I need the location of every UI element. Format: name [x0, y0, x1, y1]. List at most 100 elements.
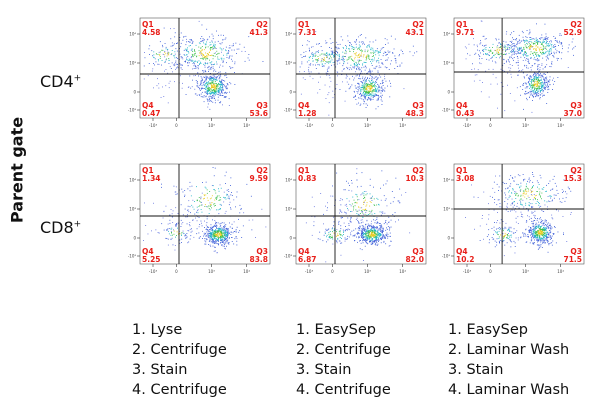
- event-point: [536, 233, 538, 235]
- event-point: [387, 226, 389, 227]
- event-point: [200, 209, 202, 210]
- event-point: [213, 231, 215, 233]
- event-point: [229, 82, 231, 83]
- event-point: [214, 90, 216, 92]
- event-point: [262, 61, 264, 62]
- event-point: [208, 96, 210, 98]
- event-point: [390, 219, 392, 221]
- event-point: [529, 62, 530, 64]
- event-point: [496, 52, 498, 54]
- event-point: [198, 232, 200, 234]
- event-point: [537, 226, 539, 227]
- event-point: [366, 219, 368, 221]
- event-point: [377, 83, 378, 85]
- event-point: [547, 45, 549, 47]
- event-point: [550, 242, 552, 244]
- event-point: [369, 87, 371, 89]
- event-point: [549, 224, 551, 226]
- event-point: [552, 55, 554, 57]
- event-point: [213, 224, 215, 226]
- event-point: [202, 87, 204, 89]
- event-point: [573, 54, 574, 56]
- event-point: [375, 50, 376, 52]
- event-point: [365, 103, 367, 105]
- event-point: [351, 59, 353, 60]
- event-point: [509, 41, 511, 42]
- event-point: [314, 53, 316, 55]
- event-point: [305, 222, 307, 224]
- event-point: [187, 209, 189, 211]
- event-point: [369, 46, 370, 48]
- event-point: [477, 46, 478, 48]
- event-point: [192, 55, 194, 57]
- event-point: [362, 63, 364, 65]
- event-point: [202, 53, 203, 55]
- event-point: [543, 41, 545, 42]
- event-point: [221, 231, 222, 232]
- event-point: [241, 237, 243, 238]
- y-tick-label: 0: [133, 235, 136, 240]
- event-point: [209, 79, 211, 81]
- event-point: [542, 224, 544, 226]
- event-point: [541, 82, 543, 84]
- event-point: [189, 181, 191, 183]
- event-point: [339, 240, 341, 242]
- event-point: [369, 74, 371, 76]
- event-point: [369, 233, 371, 234]
- event-point: [355, 46, 357, 48]
- event-point: [538, 229, 540, 231]
- event-point: [212, 240, 214, 241]
- event-point: [248, 36, 250, 38]
- event-point: [364, 87, 366, 89]
- event-point: [303, 71, 305, 72]
- event-point: [376, 222, 378, 224]
- event-point: [479, 62, 481, 64]
- event-point: [516, 38, 517, 39]
- event-point: [484, 38, 486, 40]
- event-point: [545, 234, 547, 236]
- event-point: [342, 58, 344, 60]
- event-point: [195, 80, 197, 81]
- event-point: [220, 236, 222, 238]
- event-point: [344, 240, 346, 242]
- event-point: [415, 31, 416, 32]
- event-point: [532, 221, 534, 223]
- event-point: [482, 50, 484, 52]
- event-point: [537, 72, 539, 74]
- event-point: [496, 39, 497, 41]
- event-point: [228, 195, 230, 197]
- event-point: [526, 55, 528, 57]
- event-point: [208, 83, 210, 85]
- event-point: [189, 228, 191, 230]
- event-point: [366, 99, 368, 101]
- event-point: [223, 58, 225, 60]
- event-point: [339, 57, 340, 59]
- event-point: [543, 77, 545, 79]
- event-point: [334, 94, 335, 95]
- event-point: [378, 96, 380, 98]
- event-point: [366, 239, 368, 241]
- event-point: [203, 63, 205, 65]
- event-point: [189, 39, 191, 40]
- event-point: [210, 229, 211, 231]
- event-point: [385, 183, 387, 185]
- event-point: [530, 227, 531, 228]
- event-point: [222, 92, 224, 94]
- event-point: [340, 225, 342, 227]
- event-point: [366, 84, 368, 86]
- event-point: [363, 84, 365, 86]
- event-point: [221, 79, 223, 81]
- event-point: [221, 90, 223, 91]
- event-point: [362, 56, 364, 58]
- event-point: [355, 228, 357, 230]
- event-point: [351, 182, 353, 184]
- event-point: [361, 50, 363, 52]
- event-point: [223, 234, 225, 236]
- event-point: [213, 232, 215, 234]
- event-point: [528, 41, 530, 43]
- event-point: [225, 238, 226, 240]
- y-tick-label: 10³: [285, 206, 292, 211]
- event-point: [219, 237, 221, 238]
- event-point: [208, 88, 210, 90]
- event-point: [221, 84, 222, 85]
